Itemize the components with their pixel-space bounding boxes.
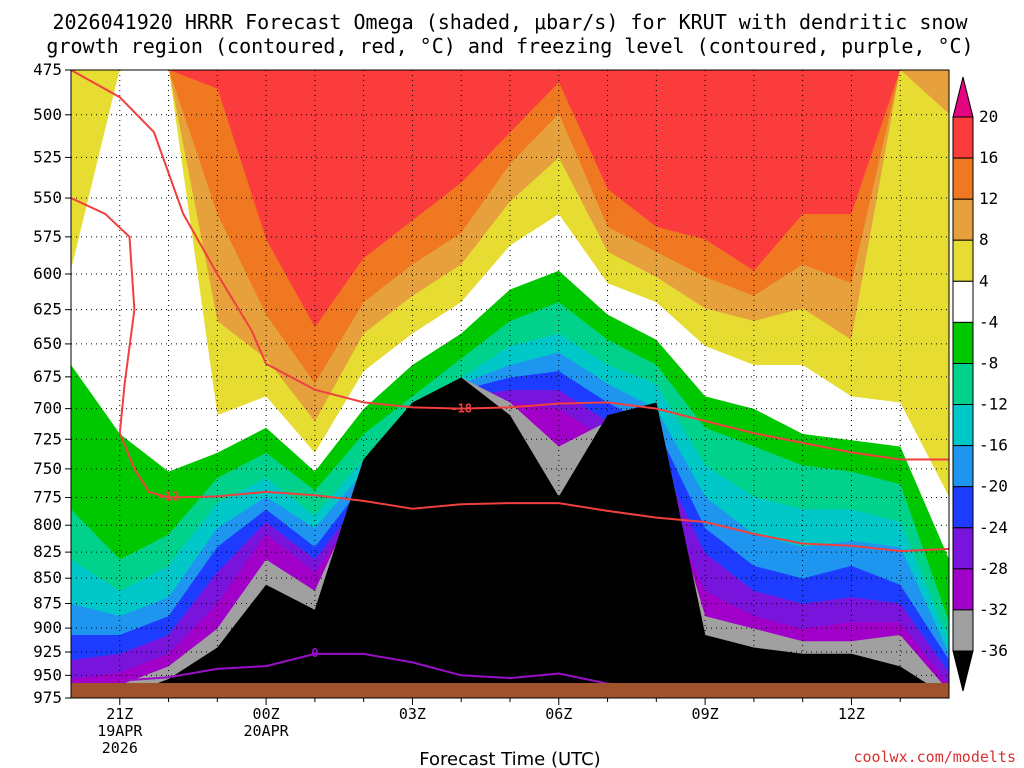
colorbar-swatch: [952, 568, 974, 611]
colorbar-swatch: [952, 445, 974, 488]
contour--12: [71, 197, 949, 553]
colorbar-swatch: [952, 157, 974, 200]
y-tick-label: 775: [33, 488, 62, 507]
omega-band-14: [71, 377, 949, 698]
y-tick-label: 975: [33, 688, 62, 707]
y-tick-label: 675: [33, 367, 62, 386]
terrain-strip: [71, 683, 949, 698]
contour-label--18: -18: [450, 402, 472, 416]
y-tick-label: 575: [33, 227, 62, 246]
colorbar: 20 16 12 8 4 -4 -8 -12 -16 -20 -24 -28 -32 -36: [952, 76, 1008, 692]
x-axis-label: Forecast Time (UTC): [419, 749, 600, 768]
colorbar-label: 12: [979, 189, 998, 208]
watermark: coolwx.com/modelts: [853, 748, 1016, 766]
y-tick-label: 925: [33, 642, 62, 661]
x-tick-label: 20APR: [244, 722, 290, 740]
colorbar-label: -20: [979, 477, 1008, 496]
x-tick-label: 21Z: [106, 705, 133, 723]
x-tick-label: 2026: [102, 739, 138, 757]
colorbar-label: -4: [979, 312, 998, 331]
plot-area: [71, 70, 949, 698]
y-tick-label: 950: [33, 665, 62, 684]
y-tick-label: 800: [33, 515, 62, 534]
colorbar-label: -16: [979, 436, 1008, 455]
colorbar-swatch: [952, 527, 974, 570]
colorbar-top-arrow: [952, 76, 974, 118]
y-tick-label: 850: [33, 568, 62, 587]
colorbar-swatch: [952, 280, 974, 323]
y-tick-label: 550: [33, 188, 62, 207]
chart-title-line-2: growth region (contoured, red, °C) and f…: [46, 34, 973, 58]
x-tick-label: 19APR: [97, 722, 143, 740]
colorbar-label: -28: [979, 559, 1008, 578]
contour-label--12: -12: [158, 489, 180, 503]
colorbar-swatch: [952, 609, 974, 652]
colorbar-label: 16: [979, 148, 998, 167]
colorbar-label: 20: [979, 107, 998, 126]
colorbar-label: -12: [979, 395, 1008, 414]
y-tick-label: 625: [33, 300, 62, 319]
colorbar-swatch: [952, 363, 974, 406]
colorbar-label: -8: [979, 354, 998, 373]
colorbar-label: 4: [979, 271, 989, 290]
y-tick-label: 700: [33, 399, 62, 418]
colorbar-swatch: [952, 486, 974, 529]
y-tick-label: 525: [33, 147, 62, 166]
chart-title-line-1: 2026041920 HRRR Forecast Omega (shaded, …: [52, 10, 968, 34]
colorbar-bottom-arrow: [952, 650, 974, 692]
x-tick-label: 06Z: [545, 705, 572, 723]
x-tick-label: 00Z: [253, 705, 280, 723]
colorbar-label: 8: [979, 230, 989, 249]
x-tick-label: 12Z: [838, 705, 865, 723]
y-tick-label: 475: [33, 60, 62, 79]
y-tick-label: 875: [33, 594, 62, 613]
colorbar-label: -36: [979, 641, 1008, 660]
colorbar-label: -32: [979, 600, 1008, 619]
colorbar-swatch: [952, 404, 974, 447]
x-tick-label: 09Z: [692, 705, 719, 723]
colorbar-swatch: [952, 321, 974, 364]
colorbar-swatch: [952, 116, 974, 159]
y-tick-label: 500: [33, 105, 62, 124]
contour-label-0: 0: [311, 646, 318, 660]
y-tick-label: 750: [33, 459, 62, 478]
colorbar-swatch: [952, 198, 974, 241]
colorbar-label: -24: [979, 518, 1008, 537]
x-tick-label: 03Z: [399, 705, 426, 723]
y-tick-label: 825: [33, 542, 62, 561]
pressure-axis: 475 500 525 550 575 600 625 650 675 700 725 750 775 8…: [33, 60, 71, 707]
y-tick-label: 600: [33, 264, 62, 283]
contour--18: [71, 70, 949, 461]
y-tick-label: 650: [33, 334, 62, 353]
y-tick-label: 725: [33, 429, 62, 448]
colorbar-swatch: [952, 239, 974, 282]
y-tick-label: 900: [33, 618, 62, 637]
